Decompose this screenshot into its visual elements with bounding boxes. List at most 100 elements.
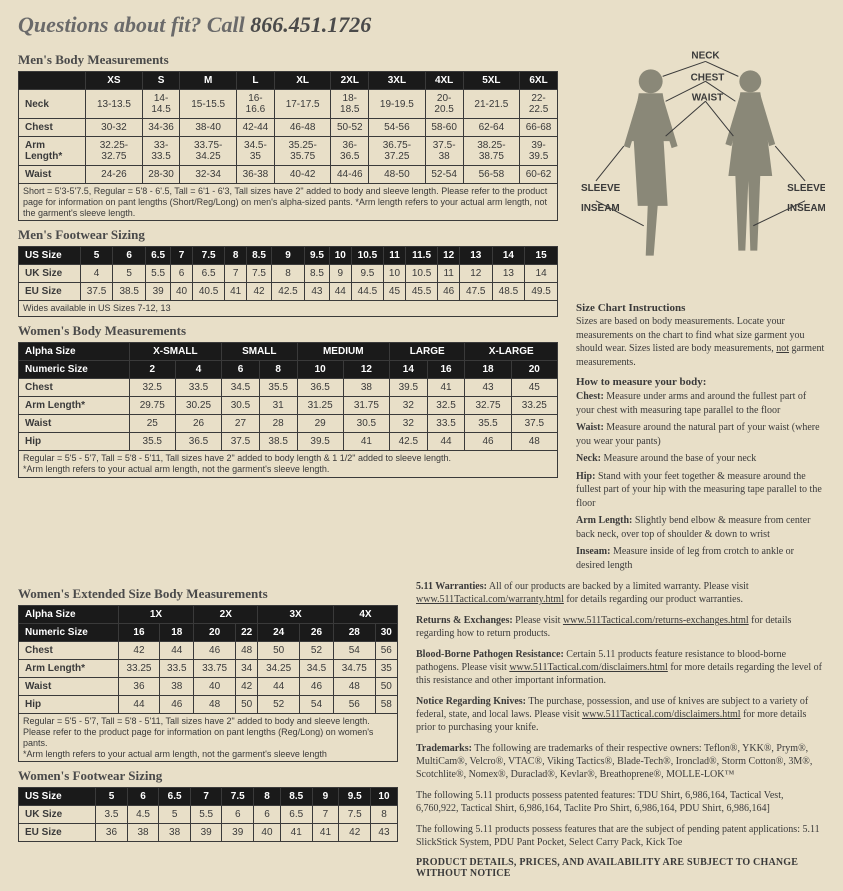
value: 13-13.5 <box>86 90 142 119</box>
final-notice: PRODUCT DETAILS, PRICES, AND AVAILABILIT… <box>416 857 825 879</box>
value: 4 <box>80 265 113 283</box>
value: 24-26 <box>86 166 142 184</box>
womens-body-table: Alpha SizeX-SMALLSMALLMEDIUMLARGEX-LARGE… <box>18 342 558 451</box>
row-label: Chest <box>19 379 130 397</box>
value: 50-52 <box>331 119 369 137</box>
size-header: 10.5 <box>351 247 384 265</box>
alpha-header: X-LARGE <box>465 343 558 361</box>
value: 42-44 <box>236 119 274 137</box>
value: 37.5 <box>222 433 260 451</box>
value: 56-58 <box>463 166 519 184</box>
value: 19-19.5 <box>369 90 425 119</box>
value: 8 <box>370 806 397 824</box>
size-header: M <box>180 72 236 90</box>
value: 34-36 <box>142 119 180 137</box>
value: 35.5 <box>259 379 297 397</box>
value: 34.5 <box>299 660 333 678</box>
value: 44 <box>427 433 465 451</box>
row-label: Alpha Size <box>19 606 119 624</box>
size-header: 3XL <box>369 72 425 90</box>
value: 38.5 <box>113 283 146 301</box>
numeric-header: 20 <box>194 624 236 642</box>
value: 30-32 <box>86 119 142 137</box>
value: 56 <box>375 642 397 660</box>
size-header: L <box>236 72 274 90</box>
value: 9 <box>330 265 352 283</box>
size-header: 10 <box>370 788 397 806</box>
size-header: 13 <box>459 247 492 265</box>
value: 40 <box>254 824 281 842</box>
cell <box>19 72 86 90</box>
value: 42.5 <box>272 283 305 301</box>
value: 29 <box>297 415 343 433</box>
numeric-header: 22 <box>235 624 257 642</box>
value: 37.5 <box>80 283 113 301</box>
value: 42 <box>339 824 371 842</box>
value: 35.5 <box>129 433 175 451</box>
value: 49.5 <box>525 283 558 301</box>
row-label: Arm Length* <box>19 137 86 166</box>
value: 38.5 <box>259 433 297 451</box>
value: 28-30 <box>142 166 180 184</box>
value: 14-14.5 <box>142 90 180 119</box>
instr-item: Chest: Measure under arms and around the… <box>576 390 825 417</box>
value: 5 <box>113 265 146 283</box>
row-label: Numeric Size <box>19 361 130 379</box>
value: 54 <box>299 696 333 714</box>
value: 17-17.5 <box>274 90 330 119</box>
value: 44-46 <box>331 166 369 184</box>
value: 44 <box>258 678 300 696</box>
row-label: UK Size <box>19 806 96 824</box>
value: 60-62 <box>520 166 558 184</box>
numeric-header: 24 <box>258 624 300 642</box>
value: 20-20.5 <box>425 90 463 119</box>
alpha-header: SMALL <box>222 343 297 361</box>
value: 35 <box>375 660 397 678</box>
value: 38 <box>159 824 191 842</box>
fig-sleeve-l: SLEEVE <box>581 183 621 194</box>
value: 37.5-38 <box>425 137 463 166</box>
value: 50 <box>235 696 257 714</box>
size-header: 4XL <box>425 72 463 90</box>
value: 56 <box>333 696 375 714</box>
fig-sleeve-r: SLEEVE <box>787 183 825 194</box>
numeric-header: 14 <box>390 361 428 379</box>
value: 15-15.5 <box>180 90 236 119</box>
value: 32.5 <box>427 397 465 415</box>
value: 50 <box>258 642 300 660</box>
value: 32 <box>390 415 428 433</box>
size-header: 8 <box>254 788 281 806</box>
row-label: EU Size <box>19 283 81 301</box>
value: 38.25-38.75 <box>463 137 519 166</box>
mens-body-title: Men's Body Measurements <box>18 52 558 68</box>
value: 66-68 <box>520 119 558 137</box>
row-label: Numeric Size <box>19 624 119 642</box>
value: 33.75-34.25 <box>180 137 236 166</box>
value: 12 <box>459 265 492 283</box>
info-block: Notice Regarding Knives: The purchase, p… <box>416 695 825 734</box>
value: 39 <box>190 824 222 842</box>
phone-number: 866.451.1726 <box>250 12 371 37</box>
value: 36 <box>96 824 128 842</box>
value: 37.5 <box>511 415 557 433</box>
value: 46 <box>465 433 511 451</box>
value: 39 <box>146 283 171 301</box>
row-label: Arm Length* <box>19 397 130 415</box>
womens-body-title: Women's Body Measurements <box>18 323 558 339</box>
value: 41 <box>427 379 465 397</box>
value: 32.5 <box>129 379 175 397</box>
value: 32.75 <box>465 397 511 415</box>
value: 45 <box>384 283 406 301</box>
row-label: Hip <box>19 433 130 451</box>
page-heading: Questions about fit? Call 866.451.1726 <box>18 12 825 38</box>
numeric-header: 18 <box>465 361 511 379</box>
value: 33.5 <box>160 660 194 678</box>
value: 30.5 <box>222 397 260 415</box>
value: 34.25 <box>258 660 300 678</box>
value: 6.5 <box>192 265 225 283</box>
instr-head: Size Chart Instructions <box>576 301 825 316</box>
size-header: 11 <box>384 247 406 265</box>
fig-waist: WAIST <box>692 92 724 103</box>
value: 38-40 <box>180 119 236 137</box>
row-label: US Size <box>19 788 96 806</box>
